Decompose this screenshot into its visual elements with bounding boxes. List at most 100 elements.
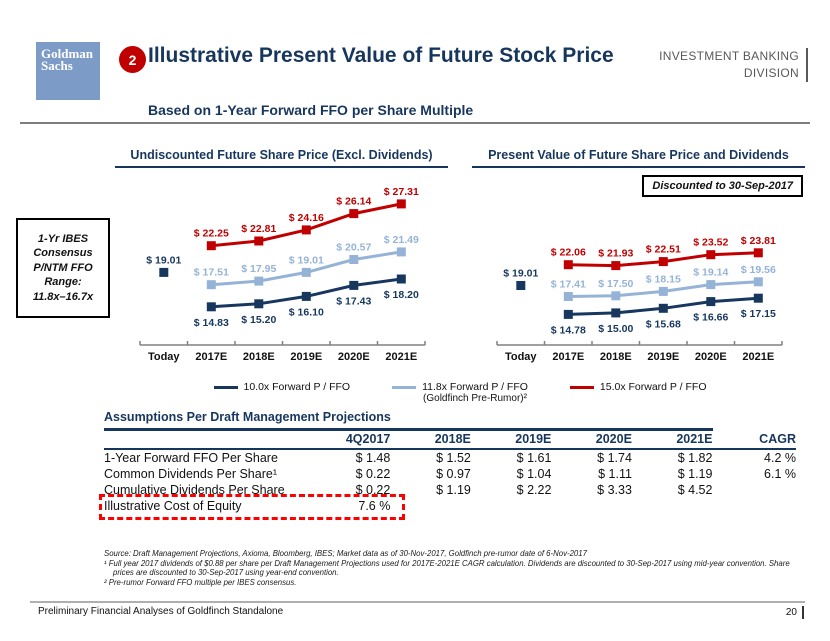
chart-legend: 10.0x Forward P / FFO 11.8x Forward P / …: [115, 381, 805, 404]
legend-item-10x: 10.0x Forward P / FFO: [213, 381, 350, 404]
logo-line2: Sachs: [41, 58, 73, 73]
cell: $ 1.19: [436, 482, 471, 497]
cell: $ 1.19: [677, 466, 713, 481]
svg-text:$ 15.68: $ 15.68: [646, 318, 681, 330]
footer-title: Preliminary Financial Analyses of Goldfi…: [38, 606, 284, 617]
svg-text:Today: Today: [505, 351, 537, 363]
svg-text:2020E: 2020E: [338, 351, 370, 363]
table-rule-header: [104, 447, 796, 450]
footnotes: Source: Draft Management Projections, Ax…: [104, 549, 804, 587]
svg-text:$ 23.81: $ 23.81: [741, 235, 776, 247]
table-title: Assumptions Per Draft Management Project…: [104, 410, 391, 424]
svg-text:$ 19.14: $ 19.14: [693, 267, 728, 279]
present-value-chart: Present Value of Future Share Price and …: [472, 148, 805, 366]
col-header: 4Q2017: [345, 431, 391, 446]
svg-text:$ 22.51: $ 22.51: [646, 244, 681, 256]
svg-text:$ 19.01: $ 19.01: [289, 254, 324, 266]
note-line: 11.8x–16.7x: [32, 290, 94, 303]
svg-text:$ 15.00: $ 15.00: [598, 323, 633, 335]
table-header-row: 4Q2017 2018E 2019E 2020E 2021E CAGR: [104, 431, 796, 448]
legend-swatch-dark-blue: [213, 386, 238, 389]
svg-text:$ 17.95: $ 17.95: [241, 263, 276, 275]
cell: $ 0.97: [436, 466, 471, 481]
cell: $ 1.11: [598, 466, 632, 481]
row-label: Common Dividends Per Share¹: [104, 466, 277, 481]
cell: $ 1.04: [516, 466, 552, 481]
svg-text:2021E: 2021E: [742, 351, 774, 363]
svg-text:$ 27.31: $ 27.31: [384, 186, 419, 198]
present-value-line-chart: Today 2017E 2018E 2019E 2020E 2021E $ 14.78 $ 1…: [496, 235, 783, 363]
col-header: 2020E: [595, 431, 632, 446]
svg-text:$ 19.01: $ 19.01: [146, 254, 181, 266]
discount-date-callout: Discounted to 30-Sep-2017: [642, 175, 803, 197]
svg-text:$ 21.93: $ 21.93: [598, 248, 633, 260]
svg-text:$ 14.83: $ 14.83: [194, 317, 229, 329]
legend-item-15x: 15.0x Forward P / FFO: [569, 381, 707, 404]
section-number-badge: 2: [119, 46, 146, 73]
legend-swatch-red: [569, 386, 594, 389]
svg-text:$ 16.66: $ 16.66: [693, 312, 728, 324]
ibes-range-note: 1-Yr IBES Consensus P/NTM FFO Range: 11.…: [16, 218, 110, 318]
svg-text:$ 17.43: $ 17.43: [336, 295, 371, 307]
svg-text:2020E: 2020E: [695, 351, 727, 363]
svg-text:2019E: 2019E: [290, 351, 322, 363]
col-header: 2021E: [676, 431, 713, 446]
cell: $ 2.22: [516, 482, 552, 497]
division-line1: INVESTMENT BANKING: [659, 49, 799, 63]
svg-text:$ 22.81: $ 22.81: [241, 223, 276, 235]
cell: [632, 498, 713, 514]
chart-title: Undiscounted Future Share Price (Excl. D…: [115, 148, 448, 168]
header-divider: [20, 122, 810, 124]
svg-text:$ 19.56: $ 19.56: [741, 264, 776, 276]
svg-text:2018E: 2018E: [243, 351, 275, 363]
table-row: Cumulative Dividends Per Share $ 0.22 $ …: [104, 482, 796, 498]
svg-text:2019E: 2019E: [647, 351, 679, 363]
svg-text:$ 20.57: $ 20.57: [336, 242, 371, 254]
cell: $ 1.61: [516, 450, 552, 465]
cell: 7.6 %: [358, 498, 391, 513]
cell: $ 1.74: [597, 450, 632, 465]
legend-label: 15.0x Forward P / FFO: [599, 381, 707, 393]
svg-text:Today: Today: [148, 351, 180, 363]
col-header: 2019E: [515, 431, 552, 446]
division-line2: DIVISION: [743, 66, 799, 80]
cell: $ 0.22: [355, 482, 391, 497]
svg-text:$ 15.20: $ 15.20: [241, 314, 276, 326]
cell: [471, 498, 552, 514]
svg-text:$ 18.15: $ 18.15: [646, 273, 681, 285]
table-row-cost-of-equity: Illustrative Cost of Equity 7.6 %: [104, 498, 796, 514]
row-label: 1-Year Forward FFO Per Share: [104, 450, 278, 465]
legend-sublabel: (Goldfinch Pre-Rumor)²: [423, 393, 527, 404]
svg-text:$ 21.49: $ 21.49: [384, 234, 419, 246]
svg-text:$ 16.10: $ 16.10: [289, 306, 324, 318]
page-title: Illustrative Present Value of Future Sto…: [148, 44, 614, 67]
note-line: 1-Yr IBES: [37, 232, 89, 245]
chart-title: Present Value of Future Share Price and …: [472, 148, 805, 168]
svg-text:2017E: 2017E: [552, 351, 584, 363]
row-label: Illustrative Cost of Equity: [104, 498, 242, 513]
cell: $ 3.33: [597, 482, 632, 497]
cell: $ 1.82: [677, 450, 713, 465]
page-subtitle: Based on 1-Year Forward FFO per Share Mu…: [148, 102, 474, 118]
svg-text:2018E: 2018E: [600, 351, 632, 363]
footnote-source: Source: Draft Management Projections, Ax…: [104, 549, 587, 558]
svg-text:$ 18.20: $ 18.20: [384, 289, 419, 301]
cell: $ 4.52: [677, 482, 713, 497]
note-line: P/NTM FFO: [33, 261, 93, 274]
svg-text:$ 26.14: $ 26.14: [336, 196, 371, 208]
svg-text:2017E: 2017E: [195, 351, 227, 363]
table-row: 1-Year Forward FFO Per Share $ 1.48 $ 1.…: [104, 450, 796, 466]
cost-of-equity-highlight-box: [99, 494, 405, 520]
note-line: Range:: [44, 276, 82, 289]
legend-label: 11.8x Forward P / FFO: [422, 381, 528, 393]
cell: 4.2 %: [764, 450, 796, 465]
legend-item-118x: 11.8x Forward P / FFO (Goldfinch Pre-Rum…: [392, 381, 528, 404]
cell: 6.1 %: [764, 466, 796, 481]
svg-text:$ 14.78: $ 14.78: [551, 324, 586, 336]
col-header-cagr: CAGR: [759, 431, 796, 446]
assumptions-table: Assumptions Per Draft Management Project…: [99, 410, 796, 520]
cell: [712, 482, 796, 498]
col-header: 2018E: [434, 431, 471, 446]
legend-swatch-light-blue: [392, 386, 417, 389]
